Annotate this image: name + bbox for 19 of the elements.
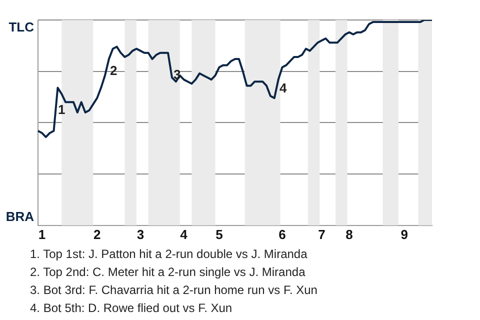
x-tick-label: 7	[318, 226, 326, 242]
x-tick-label: 2	[93, 226, 101, 242]
x-tick-label: 8	[346, 226, 353, 242]
text: 3. Bot 3rd: F. Chavarria hit a 2-run home run vs F. Xun	[30, 282, 318, 299]
x-tick-label: 6	[278, 226, 286, 242]
annotation: 3	[173, 67, 181, 82]
annotation: 2	[110, 62, 118, 78]
x-tick-label: 4	[180, 226, 188, 242]
annotation: 1	[58, 102, 66, 117]
annotation: 4	[279, 80, 288, 96]
text: BRA	[6, 208, 35, 224]
text: 4. Bot 5th: D. Rowe flied out vs F. Xun	[30, 300, 234, 317]
x-tick-label: 5	[216, 226, 223, 242]
text: 2. Top 2nd: C. Meter hit a 2-run single vs J. Miranda	[30, 264, 306, 281]
text: 1. Top 1st: J. Patton hit a 2-run double vs J. Miranda	[30, 246, 308, 263]
x-tick-label: 9	[400, 226, 408, 242]
x-tick-label: 3	[136, 226, 144, 242]
x-tick-label: 1	[38, 226, 46, 242]
text: TLC	[8, 20, 35, 35]
